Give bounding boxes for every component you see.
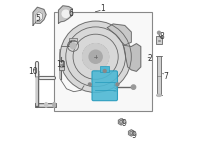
Text: 4: 4 bbox=[68, 41, 73, 50]
Polygon shape bbox=[59, 6, 72, 23]
Text: 9: 9 bbox=[122, 119, 126, 128]
Bar bbox=[54, 12, 152, 111]
Circle shape bbox=[88, 83, 91, 86]
Polygon shape bbox=[123, 44, 141, 71]
Circle shape bbox=[103, 70, 106, 72]
Text: 11: 11 bbox=[57, 60, 66, 69]
Circle shape bbox=[116, 83, 119, 86]
Bar bbox=[156, 36, 162, 44]
Ellipse shape bbox=[157, 94, 161, 96]
Text: 7: 7 bbox=[164, 72, 169, 81]
Text: 3: 3 bbox=[112, 85, 117, 94]
Circle shape bbox=[62, 10, 69, 17]
Ellipse shape bbox=[45, 103, 48, 107]
Text: 8: 8 bbox=[160, 32, 164, 41]
Circle shape bbox=[89, 50, 102, 63]
Ellipse shape bbox=[53, 102, 55, 107]
Polygon shape bbox=[35, 12, 42, 23]
Circle shape bbox=[70, 43, 76, 49]
Bar bbox=[59, 61, 64, 70]
Text: 9: 9 bbox=[132, 131, 137, 140]
Bar bbox=[100, 66, 109, 72]
Polygon shape bbox=[33, 7, 46, 25]
FancyBboxPatch shape bbox=[92, 71, 117, 101]
Text: 1: 1 bbox=[101, 4, 105, 13]
Circle shape bbox=[131, 85, 136, 89]
Text: 6: 6 bbox=[68, 9, 73, 18]
Text: 5: 5 bbox=[36, 14, 41, 23]
Text: 10: 10 bbox=[28, 67, 38, 76]
Polygon shape bbox=[129, 130, 134, 136]
Circle shape bbox=[60, 21, 131, 92]
Bar bbox=[157, 56, 161, 95]
Circle shape bbox=[83, 44, 109, 70]
Circle shape bbox=[158, 31, 160, 34]
Polygon shape bbox=[118, 119, 124, 125]
Bar bbox=[69, 38, 77, 41]
Text: 2: 2 bbox=[148, 54, 153, 64]
Polygon shape bbox=[107, 24, 131, 45]
